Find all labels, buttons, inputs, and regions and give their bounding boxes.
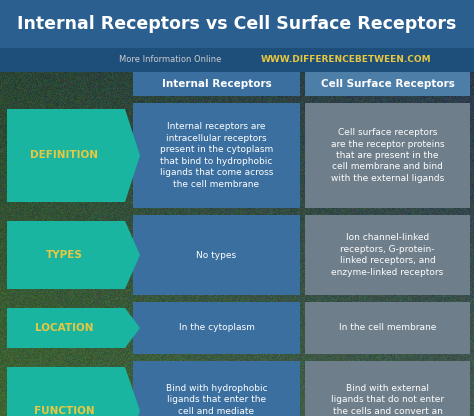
Bar bbox=[0, 48, 474, 72]
Text: More Information Online: More Information Online bbox=[119, 55, 222, 64]
Polygon shape bbox=[7, 221, 140, 289]
Polygon shape bbox=[7, 109, 140, 202]
Text: Cell surface receptors
are the receptor proteins
that are present in the
cell me: Cell surface receptors are the receptor … bbox=[331, 128, 444, 183]
Text: FUNCTION: FUNCTION bbox=[34, 406, 94, 416]
Text: Internal receptors are
intracellular receptors
present in the cytoplasm
that bin: Internal receptors are intracellular rec… bbox=[160, 122, 273, 188]
Text: Internal Receptors vs Cell Surface Receptors: Internal Receptors vs Cell Surface Recep… bbox=[18, 15, 456, 33]
Text: In the cytoplasm: In the cytoplasm bbox=[179, 324, 255, 332]
Text: Ion channel-linked
receptors, G-protein-
linked receptors, and
enzyme-linked rec: Ion channel-linked receptors, G-protein-… bbox=[331, 233, 444, 277]
Bar bbox=[305, 302, 470, 354]
Text: Bind with hydrophobic
ligands that enter the
cell and mediate
signal transductio: Bind with hydrophobic ligands that enter… bbox=[166, 384, 267, 416]
Bar bbox=[305, 215, 470, 295]
Bar bbox=[133, 302, 300, 354]
Bar bbox=[0, 0, 474, 48]
Text: DEFINITION: DEFINITION bbox=[30, 151, 98, 161]
Bar bbox=[133, 103, 300, 208]
Text: In the cell membrane: In the cell membrane bbox=[339, 324, 436, 332]
Text: No types: No types bbox=[196, 250, 237, 260]
Bar bbox=[133, 215, 300, 295]
Text: Internal Receptors: Internal Receptors bbox=[162, 79, 272, 89]
Text: LOCATION: LOCATION bbox=[35, 323, 93, 333]
Text: Bind with external
ligands that do not enter
the cells and convert an
external s: Bind with external ligands that do not e… bbox=[331, 384, 444, 416]
Bar bbox=[133, 72, 300, 96]
Bar bbox=[305, 361, 470, 416]
Text: WWW.DIFFERENCEBETWEEN.COM: WWW.DIFFERENCEBETWEEN.COM bbox=[261, 55, 431, 64]
Polygon shape bbox=[7, 308, 140, 348]
Text: Cell Surface Receptors: Cell Surface Receptors bbox=[320, 79, 455, 89]
Text: TYPES: TYPES bbox=[46, 250, 82, 260]
Bar bbox=[305, 72, 470, 96]
Bar bbox=[305, 103, 470, 208]
Bar bbox=[133, 361, 300, 416]
Polygon shape bbox=[7, 367, 140, 416]
